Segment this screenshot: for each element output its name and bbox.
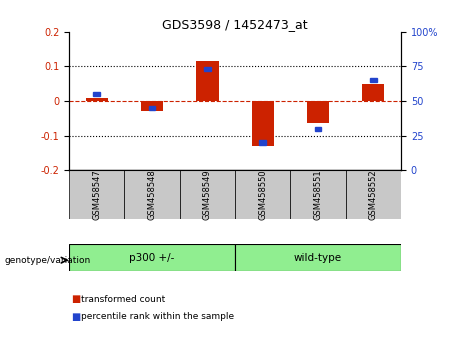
Bar xyxy=(307,101,329,124)
Bar xyxy=(362,84,384,101)
Title: GDS3598 / 1452473_at: GDS3598 / 1452473_at xyxy=(162,18,308,31)
Bar xyxy=(149,106,155,110)
Text: wild-type: wild-type xyxy=(294,252,342,263)
Bar xyxy=(141,101,163,112)
Bar xyxy=(180,170,235,219)
Bar xyxy=(124,170,180,219)
Bar xyxy=(86,97,108,101)
Bar xyxy=(252,101,274,146)
Bar xyxy=(235,244,401,271)
Text: GSM458547: GSM458547 xyxy=(92,170,101,220)
Text: percentile rank within the sample: percentile rank within the sample xyxy=(81,312,234,321)
Bar xyxy=(235,170,290,219)
Bar xyxy=(370,78,377,82)
Text: p300 +/-: p300 +/- xyxy=(130,252,175,263)
Text: GSM458548: GSM458548 xyxy=(148,170,157,220)
Text: GSM458552: GSM458552 xyxy=(369,170,378,220)
Bar xyxy=(346,170,401,219)
Text: GSM458551: GSM458551 xyxy=(313,170,323,220)
Bar xyxy=(260,141,266,144)
Bar xyxy=(69,170,124,219)
Text: genotype/variation: genotype/variation xyxy=(5,256,91,265)
Text: ■: ■ xyxy=(71,312,81,322)
Text: GSM458549: GSM458549 xyxy=(203,170,212,220)
Bar xyxy=(315,127,321,131)
Bar xyxy=(204,67,211,71)
Text: ■: ■ xyxy=(71,294,81,304)
Bar xyxy=(69,244,235,271)
Text: GSM458550: GSM458550 xyxy=(258,170,267,220)
Text: transformed count: transformed count xyxy=(81,295,165,304)
Bar xyxy=(94,92,100,96)
Bar xyxy=(196,61,219,101)
Bar xyxy=(290,170,346,219)
